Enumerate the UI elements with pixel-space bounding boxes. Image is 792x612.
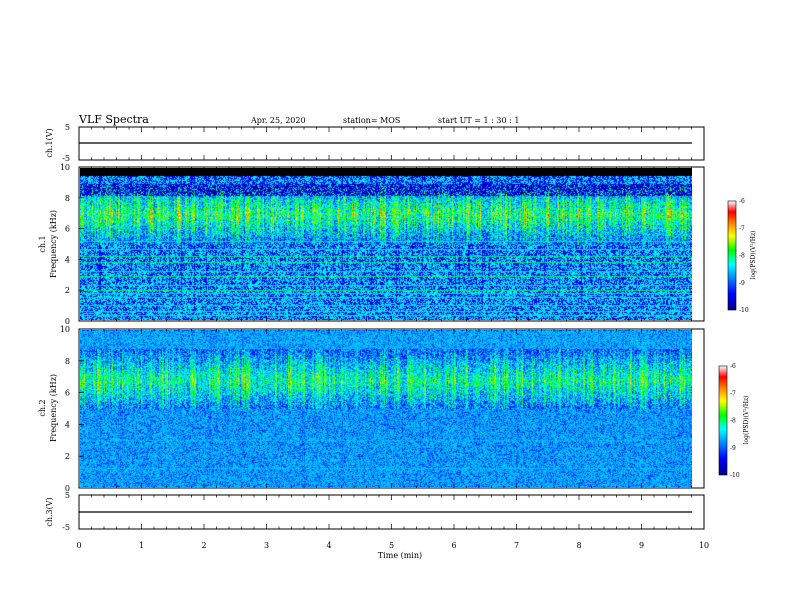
ch3-waveform-panel: 5 -5 ch.3(V) <box>45 491 705 532</box>
ch2-spectrogram-image <box>80 330 692 487</box>
ch2-colorbar-bar <box>718 365 728 476</box>
y-tick-label: 8 <box>65 357 70 366</box>
x-tick-label: 8 <box>576 541 581 550</box>
ch2-colorbar-label: log(PSD)(V²/Hz) <box>743 396 750 445</box>
y-tick-label: 0 <box>65 317 70 326</box>
station-label: station= MOS <box>343 116 400 125</box>
ch1-colorbar-label: log(PSD)(V²/Hz) <box>750 231 757 280</box>
colorbar-tick-label: -9 <box>730 445 736 452</box>
ch1-ytick-top: 5 <box>65 123 70 132</box>
colorbar-tick-label: -8 <box>739 253 745 260</box>
y-tick-label: 2 <box>65 452 70 461</box>
y-tick-label: 10 <box>60 163 70 172</box>
y-tick-label: 10 <box>60 325 70 334</box>
ch1-colorbar: -6 -7 -8 -9 -10 log(PSD)(V²/Hz) <box>727 198 757 314</box>
x-tick-label: 7 <box>514 541 519 550</box>
colorbar-tick-label: -8 <box>730 418 736 425</box>
x-tick-label: 4 <box>326 541 331 550</box>
colorbar-tick-label: -10 <box>730 472 740 479</box>
y-tick-label: 4 <box>65 420 70 429</box>
ch1-spectrogram-ylabel-ch: ch.1 <box>38 235 47 252</box>
x-tick-label: 5 <box>389 541 394 550</box>
y-tick-label: 6 <box>65 225 70 234</box>
ch1-spectrogram-ylabel-freq: Frequency (kHz) <box>49 210 58 278</box>
colorbar-tick-label: -7 <box>739 225 745 232</box>
colorbar-tick-label: -6 <box>730 363 736 370</box>
x-tick-label: 9 <box>639 541 644 550</box>
x-tick-label: 1 <box>139 541 144 550</box>
ch2-spectrogram-ylabel-freq: Frequency (kHz) <box>49 374 58 442</box>
ch3-ytick-bottom: -5 <box>62 523 70 532</box>
ch2-spectrogram-ylabel-ch: ch.2 <box>38 399 47 416</box>
ch3-waveform-ylabel: ch.3(V) <box>45 497 54 526</box>
colorbar-tick-label: -10 <box>739 307 749 314</box>
colorbar-tick-label: -6 <box>739 198 745 205</box>
y-tick-label: 0 <box>65 484 70 493</box>
y-tick-label: 6 <box>65 389 70 398</box>
x-tick-label: 0 <box>76 541 81 550</box>
ch2-colorbar: -6 -7 -8 -9 -10 log(PSD)(V²/Hz) <box>718 363 750 479</box>
y-tick-label: 8 <box>65 194 70 203</box>
x-tick-label: 6 <box>451 541 456 550</box>
y-tick-label: 4 <box>65 255 70 264</box>
ch1-colorbar-bar <box>727 200 737 311</box>
ch2-spectrogram-yticks: 10 8 6 4 2 0 <box>60 325 84 493</box>
ch2-spectrogram-panel: 10 8 6 4 2 0 ch.2 Frequency (kHz) <box>38 325 705 493</box>
date-label: Apr. 25, 2020 <box>250 116 306 125</box>
x-tick-label: 2 <box>201 541 206 550</box>
y-tick-label: 2 <box>65 286 70 295</box>
time-axis-ticklabels: 0 1 2 3 4 5 6 7 8 9 10 <box>76 541 709 550</box>
figure-title: VLF Spectra <box>78 113 149 126</box>
ch1-spectrogram-panel: 10 8 6 4 2 0 ch.1 Frequency (kHz) <box>38 163 705 326</box>
ch1-ytick-bottom: -5 <box>62 154 70 163</box>
x-tick-label: 3 <box>264 541 269 550</box>
ch1-spectrogram-image <box>80 168 692 320</box>
ch1-waveform-ylabel: ch.1(V) <box>45 128 54 157</box>
colorbar-tick-label: -7 <box>730 390 736 397</box>
ch1-spectrogram-yticks: 10 8 6 4 2 0 <box>60 163 84 326</box>
ch3-ytick-top: 5 <box>65 491 70 500</box>
start-time-label: start UT = 1 : 30 : 1 <box>438 116 519 125</box>
x-tick-label: 10 <box>699 541 709 550</box>
ch1-waveform-panel: 5 -5 ch.1(V) <box>45 123 705 163</box>
colorbar-tick-label: -9 <box>739 280 745 287</box>
time-axis-label: Time (min) <box>378 551 422 560</box>
